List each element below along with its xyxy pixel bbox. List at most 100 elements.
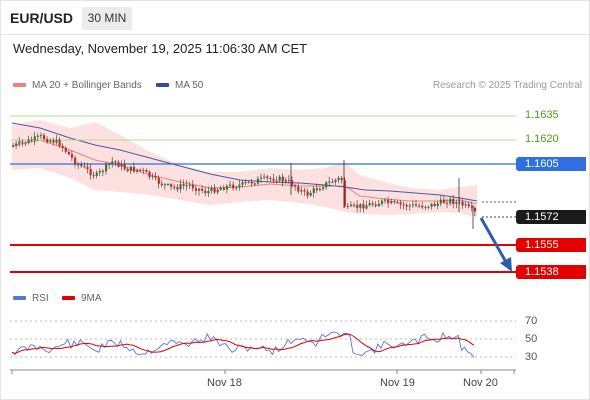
candle-body — [33, 136, 36, 141]
candle — [207, 186, 210, 198]
candle-body — [446, 202, 449, 204]
timeframe-button[interactable]: 30 MIN — [82, 7, 132, 30]
candle — [418, 203, 421, 208]
candle — [284, 177, 287, 184]
candle — [61, 143, 64, 152]
candle — [21, 139, 24, 147]
candle-body — [473, 207, 477, 212]
candle — [43, 133, 46, 141]
candle — [52, 137, 55, 146]
candle — [108, 162, 111, 170]
candle — [95, 170, 98, 179]
candle — [24, 141, 27, 146]
candle-body — [322, 187, 325, 190]
candle — [446, 198, 449, 209]
candle-body — [365, 205, 368, 209]
candle — [105, 161, 108, 175]
candle — [167, 182, 170, 187]
candle — [191, 180, 194, 192]
candle — [278, 174, 281, 183]
legend-ma20: MA 20 + Bollinger Bands — [13, 80, 142, 91]
candle — [58, 136, 61, 148]
current-price-tag: 1.1572 — [516, 210, 586, 224]
candle — [297, 183, 300, 194]
candle-body — [15, 143, 18, 146]
candle-body — [198, 188, 201, 191]
legend-9ma-label: 9MA — [81, 293, 102, 304]
candle-body — [353, 204, 356, 206]
candle — [306, 188, 309, 199]
candle-body — [411, 204, 415, 206]
candle — [356, 200, 359, 213]
candle-body — [39, 135, 43, 137]
candle-body — [27, 139, 30, 143]
candle — [67, 150, 70, 156]
candle — [213, 184, 216, 195]
candle-body — [439, 199, 442, 204]
candle-body — [194, 188, 198, 191]
candle-body — [284, 179, 287, 182]
candle — [253, 182, 256, 187]
candle — [241, 180, 244, 188]
candle — [126, 167, 129, 173]
candle-body — [132, 166, 136, 172]
candle — [142, 167, 145, 175]
candle-body — [179, 184, 182, 190]
candle — [157, 175, 160, 189]
candle-body — [145, 169, 148, 172]
candle — [145, 168, 148, 173]
candle — [415, 199, 418, 208]
candle-body — [300, 190, 303, 192]
candle-body — [58, 139, 61, 146]
candle — [123, 159, 126, 172]
candle — [250, 179, 253, 187]
candle — [470, 201, 473, 212]
candle — [464, 201, 467, 208]
candle-body — [232, 184, 235, 189]
candle-body — [433, 203, 436, 206]
candle — [439, 195, 442, 207]
candle — [433, 201, 436, 207]
candlesticks — [12, 131, 477, 229]
candle — [198, 187, 201, 196]
candle-body — [83, 166, 86, 168]
candle — [377, 200, 380, 208]
candle — [331, 178, 334, 184]
candle-body — [371, 203, 374, 205]
candle — [80, 161, 83, 169]
candle-body — [36, 135, 39, 137]
resistance-2-label: 1.1635 — [525, 109, 559, 121]
candle — [294, 184, 297, 191]
candle — [201, 185, 204, 194]
candle — [70, 150, 74, 162]
candle — [334, 178, 337, 186]
candle-body — [359, 204, 362, 208]
rsi-tick-50: 50 — [525, 333, 538, 345]
candle — [449, 196, 452, 206]
candle-body — [349, 204, 353, 206]
candle-body — [80, 164, 83, 167]
bollinger-band-area — [12, 120, 477, 217]
candle — [216, 187, 219, 195]
candle-body — [77, 164, 80, 166]
candle — [318, 186, 322, 192]
candle — [114, 159, 117, 167]
candle-body — [167, 184, 170, 186]
candle-body — [95, 172, 98, 176]
pivot-tag: 1.1605 — [516, 157, 586, 171]
candle — [421, 202, 424, 210]
candle — [384, 197, 387, 204]
candle — [129, 165, 132, 175]
candle — [300, 187, 303, 195]
candle — [396, 199, 399, 204]
candle-body — [464, 204, 467, 206]
candle-body — [430, 203, 433, 207]
candle — [136, 168, 139, 174]
candle — [173, 184, 176, 191]
candle — [362, 199, 365, 213]
candle — [461, 199, 464, 209]
candle-body — [303, 190, 306, 192]
candle-body — [408, 205, 411, 207]
candle — [374, 201, 377, 208]
candle-body — [427, 206, 430, 208]
